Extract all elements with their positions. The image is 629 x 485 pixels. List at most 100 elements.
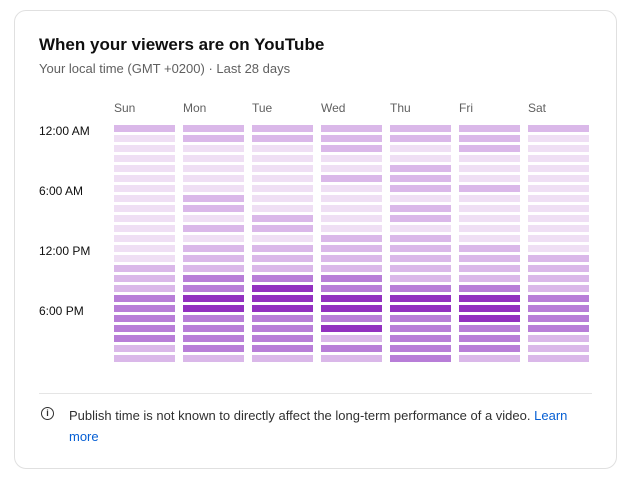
heatmap-cell-sun-18[interactable] xyxy=(114,305,175,312)
heatmap-cell-wed-14[interactable] xyxy=(321,265,382,272)
heatmap-cell-sun-10[interactable] xyxy=(114,225,175,232)
heatmap-cell-sun-12[interactable] xyxy=(114,245,175,252)
heatmap-cell-sat-8[interactable] xyxy=(528,205,589,212)
heatmap-cell-sat-7[interactable] xyxy=(528,195,589,202)
heatmap-cell-fri-5[interactable] xyxy=(459,175,520,182)
heatmap-cell-thu-8[interactable] xyxy=(390,205,451,212)
heatmap-cell-wed-2[interactable] xyxy=(321,145,382,152)
heatmap-cell-sat-18[interactable] xyxy=(528,305,589,312)
heatmap-cell-sun-17[interactable] xyxy=(114,295,175,302)
heatmap-cell-sat-12[interactable] xyxy=(528,245,589,252)
heatmap-cell-thu-3[interactable] xyxy=(390,155,451,162)
heatmap-cell-fri-17[interactable] xyxy=(459,295,520,302)
heatmap-cell-tue-2[interactable] xyxy=(252,145,313,152)
heatmap-cell-tue-1[interactable] xyxy=(252,135,313,142)
heatmap-cell-wed-19[interactable] xyxy=(321,315,382,322)
heatmap-cell-sat-15[interactable] xyxy=(528,275,589,282)
heatmap-cell-sat-17[interactable] xyxy=(528,295,589,302)
heatmap-cell-thu-18[interactable] xyxy=(390,305,451,312)
heatmap-cell-thu-9[interactable] xyxy=(390,215,451,222)
heatmap-cell-sat-20[interactable] xyxy=(528,325,589,332)
heatmap-cell-wed-13[interactable] xyxy=(321,255,382,262)
heatmap-cell-sat-23[interactable] xyxy=(528,355,589,362)
heatmap-cell-mon-7[interactable] xyxy=(183,195,244,202)
heatmap-cell-sun-11[interactable] xyxy=(114,235,175,242)
heatmap-cell-wed-21[interactable] xyxy=(321,335,382,342)
heatmap-cell-mon-14[interactable] xyxy=(183,265,244,272)
heatmap-cell-wed-0[interactable] xyxy=(321,125,382,132)
heatmap-cell-tue-15[interactable] xyxy=(252,275,313,282)
heatmap-cell-tue-23[interactable] xyxy=(252,355,313,362)
heatmap-cell-wed-22[interactable] xyxy=(321,345,382,352)
heatmap-cell-tue-3[interactable] xyxy=(252,155,313,162)
heatmap-cell-thu-13[interactable] xyxy=(390,255,451,262)
heatmap-cell-thu-12[interactable] xyxy=(390,245,451,252)
heatmap-cell-mon-3[interactable] xyxy=(183,155,244,162)
heatmap-cell-tue-5[interactable] xyxy=(252,175,313,182)
heatmap-cell-sat-10[interactable] xyxy=(528,225,589,232)
heatmap-cell-fri-10[interactable] xyxy=(459,225,520,232)
heatmap-cell-thu-5[interactable] xyxy=(390,175,451,182)
heatmap-cell-mon-9[interactable] xyxy=(183,215,244,222)
heatmap-cell-sat-14[interactable] xyxy=(528,265,589,272)
heatmap-cell-mon-18[interactable] xyxy=(183,305,244,312)
heatmap-cell-sun-21[interactable] xyxy=(114,335,175,342)
heatmap-cell-wed-5[interactable] xyxy=(321,175,382,182)
heatmap-cell-fri-3[interactable] xyxy=(459,155,520,162)
heatmap-cell-fri-18[interactable] xyxy=(459,305,520,312)
heatmap-cell-mon-16[interactable] xyxy=(183,285,244,292)
heatmap-cell-sun-4[interactable] xyxy=(114,165,175,172)
heatmap-cell-fri-4[interactable] xyxy=(459,165,520,172)
heatmap-cell-sat-1[interactable] xyxy=(528,135,589,142)
heatmap-cell-fri-9[interactable] xyxy=(459,215,520,222)
heatmap-cell-sat-19[interactable] xyxy=(528,315,589,322)
heatmap-cell-tue-14[interactable] xyxy=(252,265,313,272)
heatmap-cell-mon-17[interactable] xyxy=(183,295,244,302)
heatmap-cell-mon-22[interactable] xyxy=(183,345,244,352)
heatmap-cell-wed-9[interactable] xyxy=(321,215,382,222)
heatmap-cell-sun-8[interactable] xyxy=(114,205,175,212)
heatmap-cell-mon-13[interactable] xyxy=(183,255,244,262)
heatmap-cell-sun-16[interactable] xyxy=(114,285,175,292)
heatmap-cell-mon-4[interactable] xyxy=(183,165,244,172)
heatmap-cell-thu-23[interactable] xyxy=(390,355,451,362)
heatmap-cell-sat-22[interactable] xyxy=(528,345,589,352)
heatmap-cell-fri-1[interactable] xyxy=(459,135,520,142)
heatmap-cell-tue-11[interactable] xyxy=(252,235,313,242)
heatmap-cell-thu-14[interactable] xyxy=(390,265,451,272)
heatmap-cell-tue-6[interactable] xyxy=(252,185,313,192)
heatmap-cell-fri-22[interactable] xyxy=(459,345,520,352)
heatmap-cell-fri-20[interactable] xyxy=(459,325,520,332)
heatmap-cell-tue-22[interactable] xyxy=(252,345,313,352)
heatmap-cell-tue-8[interactable] xyxy=(252,205,313,212)
heatmap-cell-sat-2[interactable] xyxy=(528,145,589,152)
heatmap-cell-thu-19[interactable] xyxy=(390,315,451,322)
heatmap-cell-wed-10[interactable] xyxy=(321,225,382,232)
heatmap-cell-sun-15[interactable] xyxy=(114,275,175,282)
heatmap-cell-wed-23[interactable] xyxy=(321,355,382,362)
heatmap-cell-thu-2[interactable] xyxy=(390,145,451,152)
heatmap-cell-fri-19[interactable] xyxy=(459,315,520,322)
heatmap-cell-tue-20[interactable] xyxy=(252,325,313,332)
heatmap-cell-fri-12[interactable] xyxy=(459,245,520,252)
heatmap-cell-sun-14[interactable] xyxy=(114,265,175,272)
heatmap-cell-sat-0[interactable] xyxy=(528,125,589,132)
heatmap-cell-tue-13[interactable] xyxy=(252,255,313,262)
heatmap-cell-fri-2[interactable] xyxy=(459,145,520,152)
heatmap-cell-thu-17[interactable] xyxy=(390,295,451,302)
heatmap-cell-fri-13[interactable] xyxy=(459,255,520,262)
heatmap-cell-wed-20[interactable] xyxy=(321,325,382,332)
heatmap-cell-wed-6[interactable] xyxy=(321,185,382,192)
heatmap-cell-wed-8[interactable] xyxy=(321,205,382,212)
heatmap-cell-tue-19[interactable] xyxy=(252,315,313,322)
heatmap-cell-fri-23[interactable] xyxy=(459,355,520,362)
heatmap-cell-sat-4[interactable] xyxy=(528,165,589,172)
heatmap-cell-sun-5[interactable] xyxy=(114,175,175,182)
heatmap-cell-fri-11[interactable] xyxy=(459,235,520,242)
heatmap-cell-wed-7[interactable] xyxy=(321,195,382,202)
heatmap-cell-mon-1[interactable] xyxy=(183,135,244,142)
heatmap-cell-mon-23[interactable] xyxy=(183,355,244,362)
heatmap-cell-tue-21[interactable] xyxy=(252,335,313,342)
heatmap-cell-sat-13[interactable] xyxy=(528,255,589,262)
heatmap-cell-sun-3[interactable] xyxy=(114,155,175,162)
